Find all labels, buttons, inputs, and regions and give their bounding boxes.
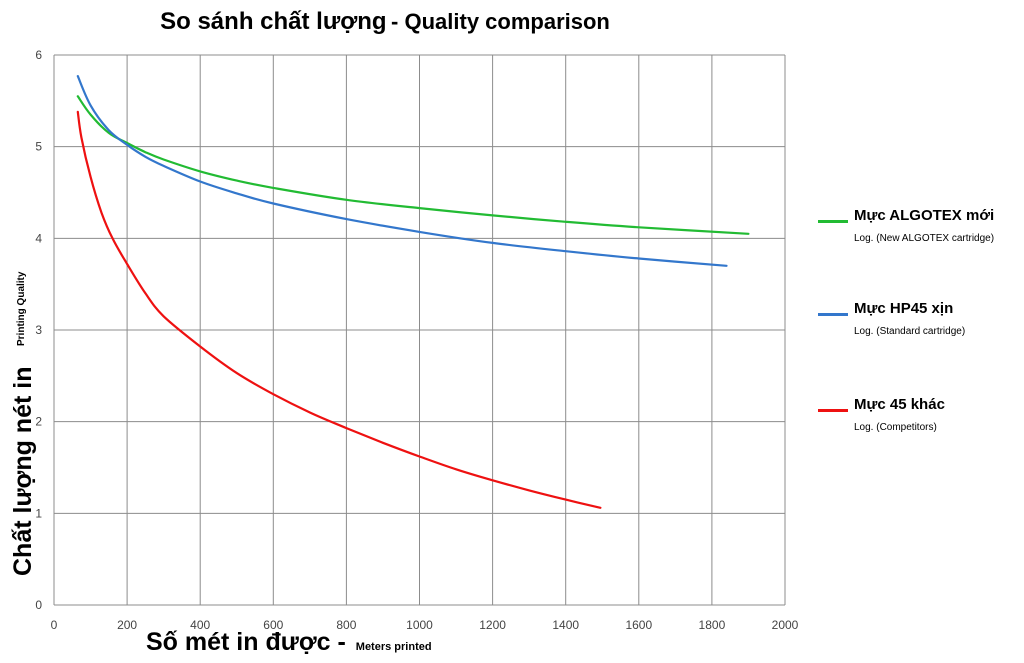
- x-tick-label: 1400: [552, 618, 579, 632]
- series-line-hp45: [76, 75, 728, 267]
- legend-sublabel-competitors: Log. (Competitors): [854, 422, 937, 433]
- y-tick-label: 4: [35, 231, 42, 245]
- chart-title-en: - Quality comparison: [391, 9, 610, 34]
- x-axis-label-vi: Số mét in được -: [146, 628, 346, 656]
- x-axis-label: Số mét in được - Meters printed: [146, 628, 432, 657]
- tick-labels: 0 200 400 600 800 1000 1200 1400 1600 1800 2000 0 1 2…: [35, 48, 798, 632]
- series-lines: [76, 75, 750, 509]
- x-tick-label: 600: [263, 618, 283, 632]
- legend-swatch-hp45: [818, 313, 848, 316]
- x-tick-label: 2000: [772, 618, 799, 632]
- legend-swatch-algotex: [818, 220, 848, 223]
- legend-sublabel-algotex: Log. (New ALGOTEX cartridge): [854, 233, 995, 244]
- x-tick-label: 0: [51, 618, 58, 632]
- grid: [54, 54, 786, 605]
- series-line-competitors: [76, 110, 602, 509]
- legend-label-competitors: Mực 45 khác: [854, 396, 945, 413]
- chart-title: So sánh chất lượng - Quality comparison: [0, 8, 770, 36]
- x-tick-label: 200: [117, 618, 137, 632]
- y-tick-label: 3: [35, 323, 42, 337]
- x-tick-label: 1800: [699, 618, 726, 632]
- series-line-algotex: [76, 95, 750, 235]
- y-tick-label: 6: [35, 48, 42, 62]
- x-tick-label: 400: [190, 618, 210, 632]
- chart-title-vi: So sánh chất lượng: [160, 8, 387, 35]
- y-tick-label: 0: [35, 598, 42, 612]
- x-tick-label: 1600: [625, 618, 652, 632]
- axes: [53, 55, 785, 606]
- y-tick-label: 2: [35, 415, 42, 429]
- x-tick-label: 800: [336, 618, 356, 632]
- y-tick-label: 5: [35, 140, 42, 154]
- legend-swatch-competitors: [818, 409, 848, 412]
- legend-label-hp45: Mực HP45 xịn: [854, 300, 954, 317]
- y-tick-label: 1: [35, 506, 42, 520]
- x-tick-label: 1000: [406, 618, 433, 632]
- x-tick-label: 1200: [479, 618, 506, 632]
- legend-sublabel-hp45: Log. (Standard cartridge): [854, 326, 966, 337]
- legend-label-algotex: Mực ALGOTEX mới: [854, 207, 995, 224]
- x-axis-label-en: Meters printed: [355, 641, 432, 653]
